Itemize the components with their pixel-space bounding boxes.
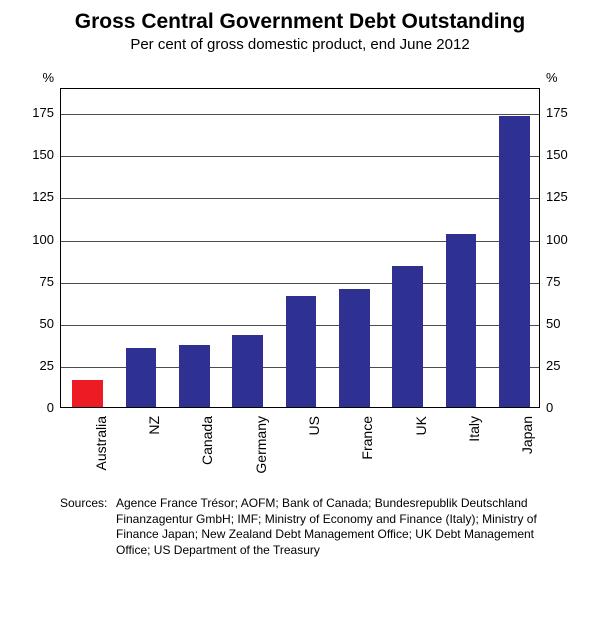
bar [126, 348, 157, 407]
ytick-left: 0 [15, 400, 54, 415]
ytick-right: 100 [546, 232, 568, 247]
ytick-left: 100 [15, 232, 54, 247]
gridline [61, 198, 539, 199]
ytick-left: 75 [15, 274, 54, 289]
bar [446, 234, 477, 407]
chart-container: Gross Central Government Debt Outstandin… [0, 0, 600, 617]
bar [179, 345, 210, 407]
gridline [61, 156, 539, 157]
ytick-right: 75 [546, 274, 560, 289]
ytick-right: 50 [546, 316, 560, 331]
ytick-right: 25 [546, 358, 560, 373]
sources-text: Agence France Trésor; AOFM; Bank of Cana… [116, 496, 556, 558]
sources: Sources:Agence France Trésor; AOFM; Bank… [60, 496, 560, 558]
plot-area [60, 88, 540, 408]
bar [499, 116, 530, 407]
bar [392, 266, 423, 407]
ytick-left: 150 [15, 147, 54, 162]
chart-subtitle: Per cent of gross domestic product, end … [15, 36, 585, 53]
ylabel-right: % [546, 70, 558, 85]
ytick-right: 175 [546, 105, 568, 120]
bar [339, 289, 370, 407]
ytick-left: 125 [15, 189, 54, 204]
ytick-right: 125 [546, 189, 568, 204]
ytick-right: 0 [546, 400, 553, 415]
bar [286, 296, 317, 407]
ytick-right: 150 [546, 147, 568, 162]
ytick-left: 175 [15, 105, 54, 120]
chart-area: 0 0 25 25 50 50 75 75 100 100 125 125 150 150 175 175%%… [15, 63, 585, 513]
bar [72, 380, 103, 407]
gridline [61, 114, 539, 115]
ytick-left: 25 [15, 358, 54, 373]
bar [232, 335, 263, 407]
ytick-left: 50 [15, 316, 54, 331]
chart-title: Gross Central Government Debt Outstandin… [15, 10, 585, 34]
sources-label: Sources: [60, 496, 116, 512]
ylabel-left: % [15, 70, 54, 85]
